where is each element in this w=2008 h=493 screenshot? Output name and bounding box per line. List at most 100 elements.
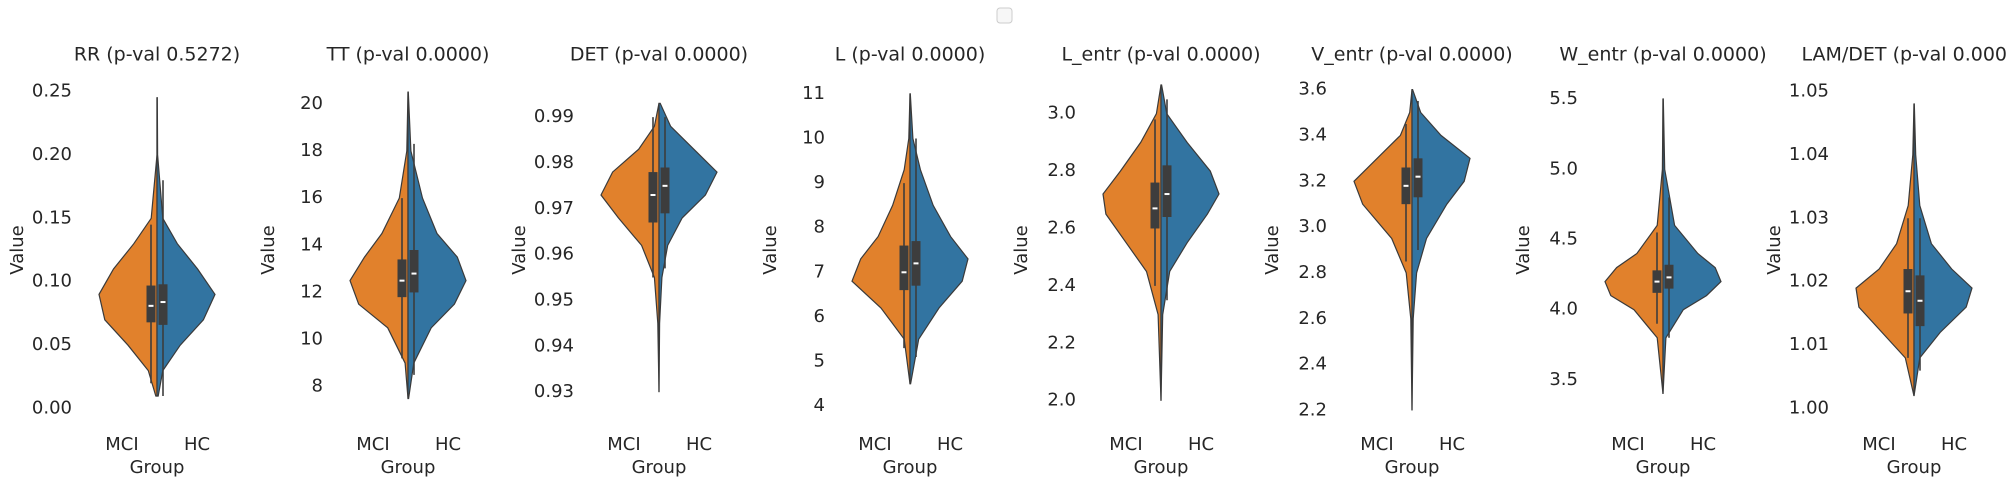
y-tick-label: 7 [814,261,825,282]
y-axis-label: Value [760,225,781,274]
y-tick-label: 0.93 [534,381,574,402]
x-tick-label: HC [1690,434,1716,455]
box [660,167,670,214]
chart-title: LAM/DET (p-val 0.0000) [1801,44,2008,66]
x-tick-label: MCI [356,434,389,455]
x-tick-label: HC [1188,434,1214,455]
y-tick-label: 11 [802,83,825,104]
box [899,245,909,291]
y-tick-label: 2.4 [1047,275,1076,296]
y-axis-label: Value [258,225,279,274]
chart-title: L_entr (p-val 0.0000) [1061,44,1260,66]
x-axis-label: Group [1887,457,1942,478]
violin-half [1913,103,1973,397]
violin-half [851,93,911,384]
x-tick-label: HC [937,434,963,455]
violin-half [1102,84,1162,401]
y-tick-label: 1.04 [1789,144,1829,165]
y-tick-label: 2.6 [1298,308,1327,329]
box [146,285,156,323]
y-tick-label: 10 [802,128,825,149]
y-tick-label: 16 [300,187,323,208]
x-axis-label: Group [883,457,938,478]
y-tick-label: 2.6 [1047,217,1076,238]
x-tick-label: HC [686,434,712,455]
violin-half [1160,84,1220,401]
y-tick-label: 3.0 [1298,216,1327,237]
violin-half [407,91,467,400]
x-tick-label: HC [1941,434,1967,455]
violin-half [1604,98,1664,394]
x-tick-label: MCI [105,434,138,455]
y-tick-label: 20 [300,93,323,114]
box [409,250,419,293]
y-tick-label: 2.4 [1298,354,1327,375]
violin-half [1855,103,1915,397]
y-tick-label: 4.5 [1549,228,1578,249]
x-tick-label: MCI [607,434,640,455]
violin-half [1411,89,1471,411]
violin-half [1353,89,1413,411]
y-tick-label: 3.6 [1298,79,1327,100]
x-tick-label: MCI [1862,434,1895,455]
y-tick-label: 5.0 [1549,158,1578,179]
x-tick-label: MCI [1611,434,1644,455]
y-tick-label: 0.96 [534,244,574,265]
violin-half [156,97,216,397]
y-tick-label: 1.05 [1789,80,1829,101]
y-tick-label: 5.5 [1549,88,1578,109]
y-axis-label: Value [7,225,28,274]
y-tick-label: 3.4 [1298,124,1327,145]
x-axis-label: Group [1385,457,1440,478]
y-tick-label: 12 [300,281,323,302]
chart-title: DET (p-val 0.0000) [570,44,748,66]
x-tick-label: HC [435,434,461,455]
box [1150,182,1160,229]
x-axis-label: Group [130,457,185,478]
y-axis-label: Value [1011,225,1032,274]
violin-half [909,93,969,385]
y-tick-label: 0.10 [32,271,72,292]
x-tick-label: MCI [1109,434,1142,455]
y-axis-label: Value [1764,225,1785,274]
y-tick-label: 10 [300,329,323,350]
y-tick-label: 3.0 [1047,103,1076,124]
y-axis-label: Value [1513,225,1534,274]
y-tick-label: 0.94 [534,335,574,356]
y-tick-label: 0.20 [32,144,72,165]
y-tick-label: 0.15 [32,207,72,228]
y-tick-label: 2.2 [1047,332,1076,353]
y-tick-label: 1.00 [1789,398,1829,419]
chart-title: V_entr (p-val 0.0000) [1311,44,1512,66]
y-tick-label: 18 [300,140,323,161]
y-tick-label: 2.8 [1047,160,1076,181]
y-tick-label: 8 [814,217,825,238]
y-tick-label: 1.02 [1789,271,1829,292]
violin-half [600,103,660,393]
box [648,172,658,223]
violin-half [349,92,409,399]
y-tick-label: 4 [814,395,825,416]
x-tick-label: HC [184,434,210,455]
x-axis-label: Group [381,457,436,478]
y-tick-label: 5 [814,350,825,371]
y-tick-label: 9 [814,172,825,193]
y-tick-label: 0.95 [534,289,574,310]
y-tick-label: 0.05 [32,334,72,355]
box [158,284,168,325]
x-tick-label: HC [1439,434,1465,455]
x-axis-label: Group [1134,457,1189,478]
y-tick-label: 2.8 [1298,262,1327,283]
x-tick-label: MCI [1360,434,1393,455]
y-tick-label: 4.0 [1549,299,1578,320]
violin-half [658,102,718,393]
y-tick-label: 0.00 [32,398,72,419]
box [1413,158,1423,198]
y-tick-label: 2.0 [1047,390,1076,411]
violin-half [1662,98,1722,394]
x-axis-label: Group [1636,457,1691,478]
y-tick-label: 0.97 [534,198,574,219]
y-axis-label: Value [509,225,530,274]
y-tick-label: 0.99 [534,106,574,127]
